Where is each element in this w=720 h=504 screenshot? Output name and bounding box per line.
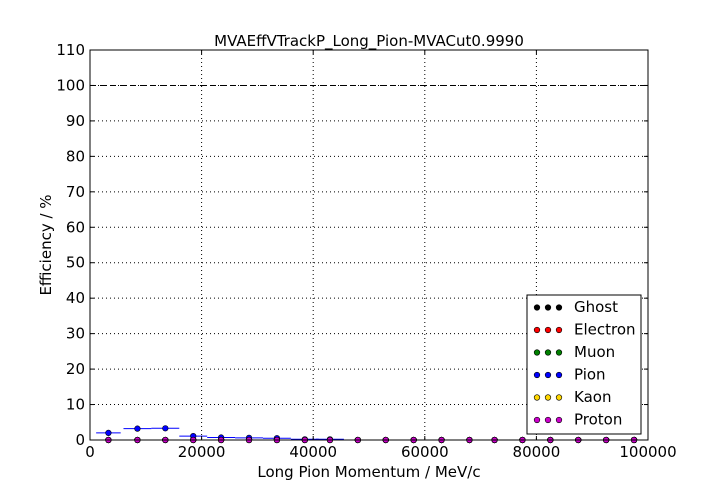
legend-marker bbox=[555, 394, 563, 401]
plot-frame bbox=[89, 49, 649, 441]
x-tick-label: 20000 bbox=[178, 443, 226, 461]
legend-marker bbox=[544, 416, 552, 424]
data-point bbox=[105, 429, 112, 437]
legend-marker bbox=[555, 304, 563, 311]
y-tick-label: 60 bbox=[66, 218, 85, 236]
y-tick-label: 80 bbox=[66, 147, 85, 165]
y-tick-label: 30 bbox=[66, 325, 85, 343]
legend-marker bbox=[533, 371, 541, 379]
y-axis-label: Efficiency / % bbox=[37, 194, 55, 295]
y-tick-label: 90 bbox=[66, 112, 85, 130]
legend-label: Ghost bbox=[574, 298, 618, 316]
y-tick-label: 110 bbox=[56, 41, 85, 59]
y-tick-label: 70 bbox=[66, 183, 85, 201]
legend-label: Pion bbox=[574, 366, 606, 384]
legend-marker bbox=[544, 394, 552, 401]
x-tick-label: 80000 bbox=[513, 443, 561, 461]
legend-marker bbox=[533, 394, 541, 401]
legend-marker bbox=[533, 304, 541, 311]
x-tick-label: 100000 bbox=[619, 443, 676, 461]
legend-marker bbox=[555, 349, 563, 356]
legend-marker bbox=[533, 326, 541, 334]
y-tick-label: 100 bbox=[56, 76, 85, 94]
x-tick-label: 40000 bbox=[289, 443, 337, 461]
data-point bbox=[162, 425, 169, 432]
legend-label: Electron bbox=[574, 321, 636, 339]
chart-title: MVAEffVTrackP_Long_Pion-MVACut0.9990 bbox=[214, 32, 524, 51]
legend-marker bbox=[555, 416, 563, 424]
legend-marker bbox=[555, 371, 563, 379]
x-tick-label: 0 bbox=[85, 443, 95, 461]
y-tick-label: 20 bbox=[66, 360, 85, 378]
y-tick-label: 10 bbox=[66, 396, 85, 414]
x-tick-label: 60000 bbox=[401, 443, 449, 461]
legend-label: Proton bbox=[574, 411, 622, 429]
y-tick-label: 0 bbox=[75, 431, 85, 449]
legend-label: Muon bbox=[574, 343, 615, 361]
legend-marker bbox=[533, 349, 541, 356]
legend-box bbox=[526, 294, 642, 435]
x-axis-label: Long Pion Momentum / MeV/c bbox=[257, 463, 480, 481]
legend-marker bbox=[544, 326, 552, 334]
legend-marker bbox=[544, 371, 552, 379]
legend: Ghost Electron Muon Pion Kaon Proton bbox=[526, 294, 642, 435]
legend-marker bbox=[555, 326, 563, 334]
legend-marker bbox=[544, 349, 552, 356]
data-point bbox=[134, 425, 141, 432]
legend-marker bbox=[533, 416, 541, 424]
y-axis-ticks: 0 10 20 30 40 50 60 70 80 90 100 110 bbox=[56, 41, 648, 449]
y-tick-label: 40 bbox=[66, 289, 85, 307]
legend-label: Kaon bbox=[574, 388, 611, 406]
y-tick-label: 50 bbox=[66, 254, 85, 272]
legend-marker bbox=[544, 304, 552, 311]
x-axis-ticks: 0 20000 40000 60000 80000 100000 bbox=[85, 50, 677, 461]
